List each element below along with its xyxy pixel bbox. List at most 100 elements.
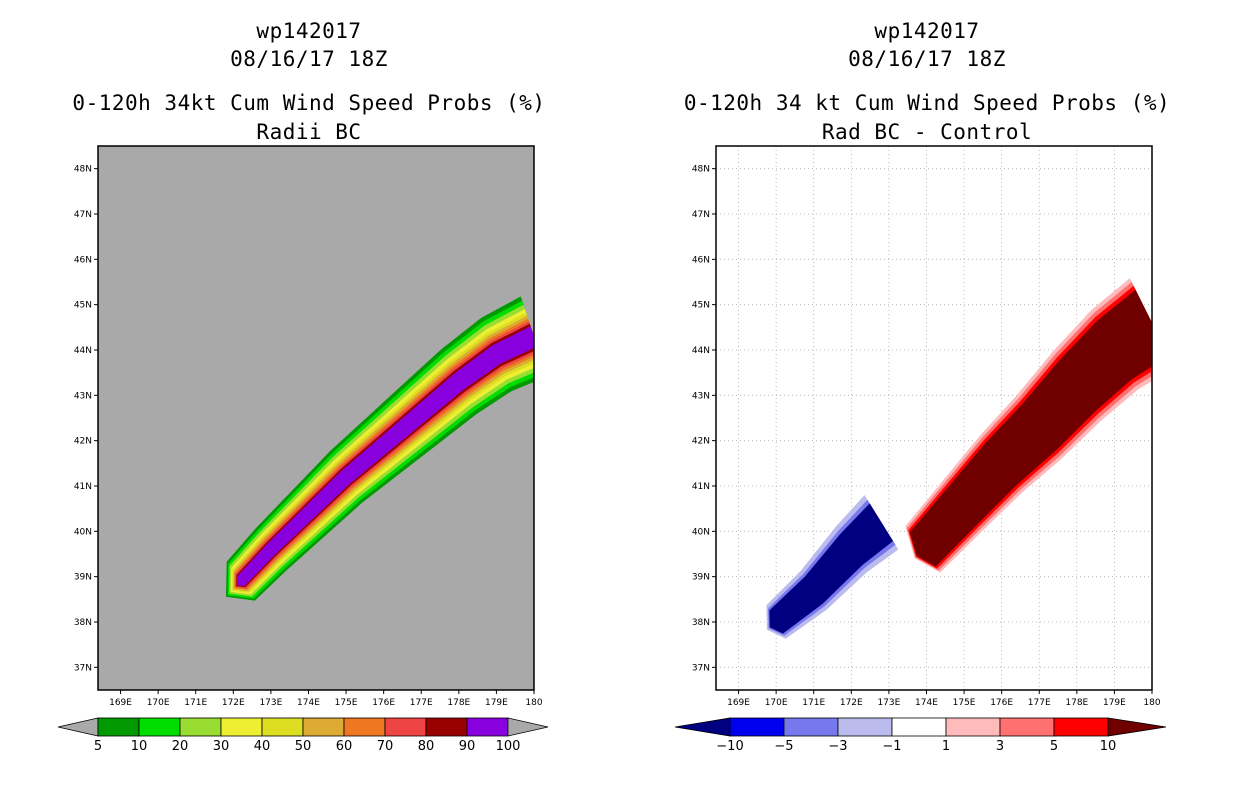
left-colorbar-swatch xyxy=(425,717,468,737)
right-x-tick-label: 169E xyxy=(727,698,750,708)
left-y-tick-label: 40N xyxy=(74,527,92,537)
left-x-tick-label: 175E xyxy=(335,698,358,708)
right-colorbar-label: −1 xyxy=(882,739,901,754)
left-colorbar-swatch xyxy=(179,717,222,737)
right-y-tick-label: 40N xyxy=(692,527,710,537)
left-colorbar-label: 20 xyxy=(172,739,189,754)
right-x-tick-label: 172E xyxy=(840,698,863,708)
left-y-tick-label: 42N xyxy=(74,437,92,447)
right-difference-map: 169E 170E 171E 172E 173E 174E 175E 176E 177E 178E… xyxy=(674,145,1167,754)
left-prob-band-90 xyxy=(237,326,534,587)
left-x-tick-label: 174E xyxy=(297,698,320,708)
right-colorbar-right-arrow xyxy=(1107,717,1167,737)
right-chart-subtitle: Rad BC - Control xyxy=(821,120,1033,144)
right-y-tick-label: 41N xyxy=(692,482,710,492)
left-colorbar-swatch xyxy=(466,717,509,737)
right-x-tick-label: 176E xyxy=(990,698,1013,708)
right-y-tick-label: 37N xyxy=(692,663,710,673)
left-x-tick-label: 173E xyxy=(259,698,282,708)
left-colorbar-label: 50 xyxy=(295,739,312,754)
left-x-tick-label: 180 xyxy=(525,698,542,708)
left-panel: wp142017 08/16/17 18Z 0-120h 34kt Cum Wi… xyxy=(57,19,549,754)
right-colorbar-left-arrow xyxy=(674,717,731,737)
left-y-tick-label: 43N xyxy=(74,391,92,401)
right-colorbar-swatch xyxy=(837,717,893,737)
right-y-tick-label: 39N xyxy=(692,573,710,583)
left-colorbar-swatch xyxy=(302,717,345,737)
right-colorbar-swatch xyxy=(999,717,1055,737)
left-colorbar-swatch xyxy=(97,717,140,737)
left-colorbar-label: 5 xyxy=(94,739,102,754)
right-colorbar-label: −5 xyxy=(774,739,793,754)
right-x-tick-label: 179E xyxy=(1103,698,1126,708)
left-plot-frame xyxy=(97,145,535,691)
left-y-tick-label: 48N xyxy=(74,165,92,175)
left-x-tick-label: 178E xyxy=(447,698,470,708)
right-header-storm-id: wp142017 xyxy=(874,19,980,43)
right-colorbar-label: −10 xyxy=(716,739,743,754)
left-y-tick-label: 38N xyxy=(74,618,92,628)
right-colorbar-swatch xyxy=(783,717,839,737)
left-colorbar-label: 10 xyxy=(131,739,148,754)
left-header-date: 08/16/17 18Z xyxy=(230,47,388,71)
right-colorbar-label: 10 xyxy=(1100,739,1117,754)
right-x-tick-label: 173E xyxy=(877,698,900,708)
right-negative-band xyxy=(769,503,894,634)
left-x-tick-label: 177E xyxy=(410,698,433,708)
right-x-tick-label: 175E xyxy=(953,698,976,708)
right-colorbar-label: 5 xyxy=(1050,739,1058,754)
left-colorbar-swatch xyxy=(138,717,181,737)
left-x-tick-label: 171E xyxy=(184,698,207,708)
right-y-tick-label: 38N xyxy=(692,618,710,628)
right-colorbar-swatch xyxy=(1053,717,1109,737)
right-plot-frame xyxy=(715,145,1153,691)
left-y-tick-label: 45N xyxy=(74,301,92,311)
left-colorbar-swatch xyxy=(384,717,427,737)
right-x-tick-label: 180 xyxy=(1143,698,1160,708)
left-colorbar-label: 100 xyxy=(496,739,521,754)
right-y-tick-label: 43N xyxy=(692,391,710,401)
right-y-tick-label: 42N xyxy=(692,437,710,447)
right-colorbar-label: −3 xyxy=(828,739,847,754)
right-positive-band xyxy=(909,289,1152,567)
right-x-tick-label: 178E xyxy=(1065,698,1088,708)
right-x-tick-label: 171E xyxy=(802,698,825,708)
left-y-tick-label: 39N xyxy=(74,573,92,583)
left-colorbar-label: 60 xyxy=(336,739,353,754)
left-colorbar-swatch xyxy=(220,717,263,737)
right-colorbar-swatch xyxy=(945,717,1001,737)
left-chart-subtitle: Radii BC xyxy=(256,120,362,144)
left-header-storm-id: wp142017 xyxy=(256,19,362,43)
left-x-tick-label: 176E xyxy=(372,698,395,708)
right-x-tick-label: 170E xyxy=(765,698,788,708)
left-probability-map: 169E 170E 171E 172E 173E 174E 175E 176E 177E 178E… xyxy=(57,145,549,754)
right-y-tick-label: 48N xyxy=(692,165,710,175)
left-x-tick-label: 179E xyxy=(485,698,508,708)
left-x-tick-label: 170E xyxy=(147,698,170,708)
right-colorbar-label: 1 xyxy=(942,739,950,754)
left-y-tick-label: 44N xyxy=(74,346,92,356)
left-y-tick-label: 47N xyxy=(74,210,92,220)
right-y-tick-label: 47N xyxy=(692,210,710,220)
left-colorbar-label: 70 xyxy=(377,739,394,754)
left-colorbar-label: 80 xyxy=(418,739,435,754)
left-colorbar-label: 90 xyxy=(459,739,476,754)
left-y-tick-label: 46N xyxy=(74,255,92,265)
right-y-tick-label: 45N xyxy=(692,301,710,311)
left-colorbar-label: 40 xyxy=(254,739,271,754)
left-y-tick-label: 41N xyxy=(74,482,92,492)
right-colorbar-swatch xyxy=(729,717,785,737)
left-x-tick-label: 172E xyxy=(222,698,245,708)
right-header-date: 08/16/17 18Z xyxy=(848,47,1006,71)
left-colorbar-left-arrow xyxy=(57,717,99,737)
right-panel: wp142017 08/16/17 18Z 0-120h 34 kt Cum W… xyxy=(618,0,1236,800)
right-colorbar-label: 3 xyxy=(996,739,1004,754)
right-chart-title: 0-120h 34 kt Cum Wind Speed Probs (%) xyxy=(683,91,1171,115)
right-x-tick-label: 177E xyxy=(1028,698,1051,708)
left-colorbar-right-arrow xyxy=(507,717,549,737)
left-chart-title: 0-120h 34kt Cum Wind Speed Probs (%) xyxy=(72,91,546,115)
left-colorbar-label: 30 xyxy=(213,739,230,754)
right-y-tick-label: 44N xyxy=(692,346,710,356)
right-colorbar-swatch xyxy=(891,717,947,737)
left-colorbar-swatch xyxy=(343,717,386,737)
